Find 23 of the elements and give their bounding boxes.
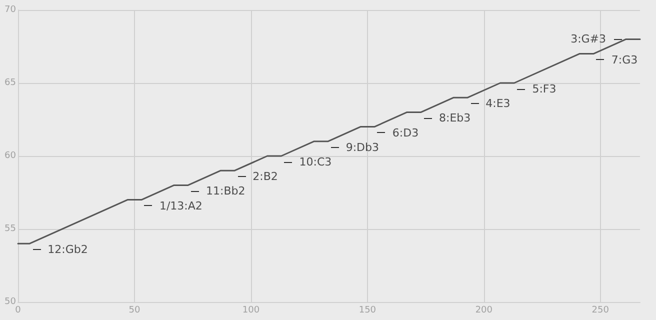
x-tick-label: 0 (15, 306, 22, 316)
x-tick-label: 100 (242, 306, 260, 316)
y-tick-label: 70 (4, 5, 16, 15)
y-tick-label: 55 (4, 224, 16, 234)
annotation: 2:B2 (252, 170, 278, 184)
annotation: 9:Db3 (346, 140, 379, 154)
x-tick-label: 50 (128, 306, 140, 316)
annotation: 11:Bb2 (206, 184, 246, 198)
annotation: 6:D3 (392, 126, 419, 140)
annotation: 7:G3 (611, 53, 638, 66)
y-tick-label: 60 (4, 151, 16, 161)
y-tick-label: 50 (4, 297, 16, 307)
annotation: 10:C3 (299, 156, 332, 168)
x-tick-label: 250 (592, 306, 610, 316)
annotation: 8:Eb3 (439, 112, 471, 125)
annotation: 4:E3 (486, 97, 510, 110)
annotation: 3:G#3 (570, 32, 606, 46)
annotation: 1/13:A2 (159, 199, 202, 212)
x-tick-label: 200 (475, 306, 493, 316)
annotation: 5:F3 (532, 82, 556, 96)
x-tick-label: 150 (358, 306, 376, 316)
y-tick-label: 65 (4, 78, 16, 88)
annotation: 12:Gb2 (48, 243, 88, 256)
